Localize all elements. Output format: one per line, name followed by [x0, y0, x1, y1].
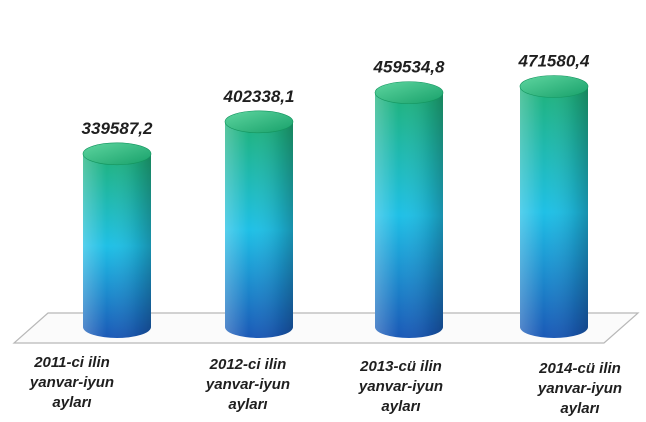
value-label-3: 459534,8	[373, 58, 445, 77]
bars-group	[82, 75, 589, 338]
bar-3-shade	[375, 92, 443, 338]
value-labels-group: 339587,2 402338,1 459534,8 471580,4	[82, 51, 590, 137]
category-labels-group: 2011-ci ilin yanvar-iyun ayları 2012-ci ili…	[29, 354, 622, 417]
bar-4	[519, 75, 589, 338]
bar-2	[224, 110, 294, 338]
value-label-1: 339587,2	[82, 119, 153, 138]
bar-4-top	[519, 75, 589, 98]
value-label-2: 402338,1	[223, 87, 295, 106]
bar-1-top	[82, 142, 152, 166]
chart-floor	[12, 312, 640, 344]
bar-3	[374, 81, 444, 338]
category-label-1: 2011-ci ilin yanvar-iyun ayları	[29, 354, 114, 411]
category-label-3: 2013-cü ilin yanvar-iyun ayları	[358, 358, 443, 415]
category-label-2: 2012-ci ilin yanvar-iyun ayları	[205, 356, 290, 413]
bar-4-shade	[520, 86, 588, 338]
category-label-4: 2014-cü ilin yanvar-iyun ayları	[537, 360, 622, 417]
value-label-4: 471580,4	[518, 51, 590, 70]
bar-2-shade	[225, 121, 293, 338]
bar-3-top	[374, 81, 444, 104]
bar-1	[82, 142, 152, 338]
bar-2-top	[224, 110, 294, 134]
bar-1-shade	[83, 153, 151, 338]
